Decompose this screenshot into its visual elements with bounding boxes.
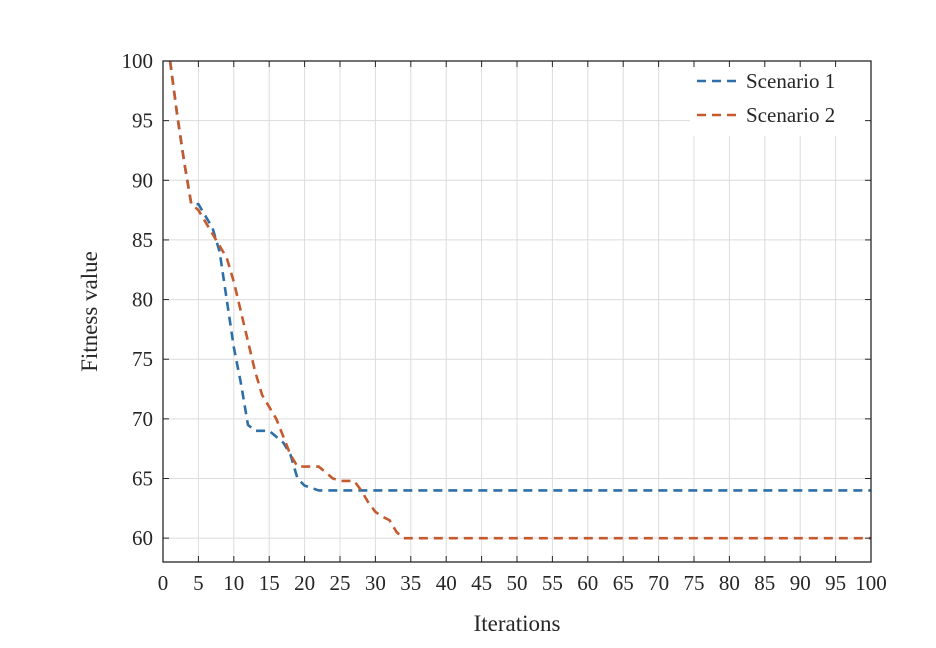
- x-tick-label: 0: [158, 571, 169, 595]
- legend-label-1: Scenario 1: [746, 69, 835, 93]
- axis-ticks: 0 5 10 15 20 25 30 35 40 45 50 55 60 65 70 75 80 85 90 95 10…: [122, 49, 887, 595]
- x-tick-label: 45: [471, 571, 492, 595]
- y-tick-label: 70: [132, 407, 153, 431]
- x-tick-label: 10: [223, 571, 244, 595]
- x-tick-label: 95: [825, 571, 846, 595]
- y-tick-label: 100: [122, 49, 154, 73]
- y-tick-label: 65: [132, 467, 153, 491]
- x-tick-label: 65: [613, 571, 634, 595]
- x-tick-label: 90: [790, 571, 811, 595]
- x-tick-label: 75: [684, 571, 705, 595]
- y-tick-label: 90: [132, 168, 153, 192]
- legend-background: [690, 64, 868, 136]
- x-tick-label: 100: [855, 571, 887, 595]
- y-tick-label: 85: [132, 228, 153, 252]
- legend-label-2: Scenario 2: [746, 103, 835, 127]
- y-tick-label: 80: [132, 288, 153, 312]
- legend: Scenario 1 Scenario 2: [690, 64, 868, 136]
- x-tick-label: 85: [754, 571, 775, 595]
- series-group: [168, 60, 871, 540]
- x-axis-label: Iterations: [474, 611, 561, 636]
- y-tick-label: 60: [132, 526, 153, 550]
- x-tick-label: 50: [507, 571, 528, 595]
- x-tick-label: 25: [330, 571, 351, 595]
- x-tick-label: 40: [436, 571, 457, 595]
- x-tick-label: 80: [719, 571, 740, 595]
- x-tick-label: 15: [259, 571, 280, 595]
- x-tick-label: 5: [193, 571, 204, 595]
- x-tick-label: 55: [542, 571, 563, 595]
- y-axis-label: Fitness value: [77, 251, 102, 372]
- x-tick-label: 30: [365, 571, 386, 595]
- x-tick-label: 35: [400, 571, 421, 595]
- x-tick-label: 60: [577, 571, 598, 595]
- x-tick-label: 20: [294, 571, 315, 595]
- grid: [162, 60, 872, 562]
- y-tick-label: 75: [132, 347, 153, 371]
- y-tick-label: 95: [132, 109, 153, 133]
- x-tick-label: 70: [648, 571, 669, 595]
- series-line-1: [168, 60, 871, 492]
